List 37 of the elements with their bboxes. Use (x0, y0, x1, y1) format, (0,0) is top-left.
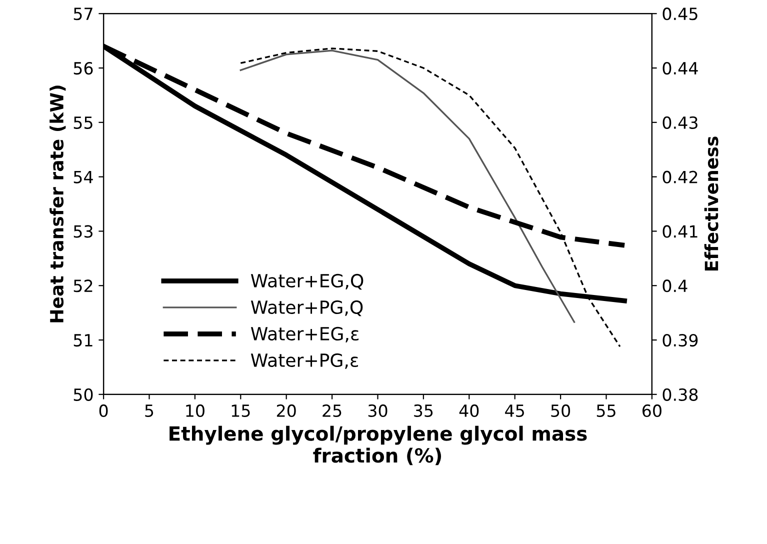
x-tick-label: 30 (368, 404, 388, 418)
y-tick-label: 51 (74, 334, 92, 347)
legend-label: Water+EG,Q (250, 274, 364, 290)
y2-tick-label: 0.4 (662, 280, 688, 292)
x-tick-label: 50 (551, 404, 570, 418)
y-tick-label: 55 (74, 116, 92, 129)
x-tick-label: 55 (596, 404, 616, 418)
y-tick-label: 54 (74, 170, 93, 184)
x-tick-label: 10 (186, 404, 204, 418)
x-tick-label: 25 (322, 404, 342, 418)
y-tick-label: 53 (74, 225, 92, 238)
x-tick-label: 60 (642, 404, 662, 418)
line-series (240, 50, 576, 323)
y2-tick-label: 0.38 (662, 388, 698, 401)
legend-label: Water+EG,ε (250, 326, 359, 342)
x-tick-label: 35 (414, 404, 433, 418)
y-tick-label: 57 (74, 8, 92, 20)
x-tick-label: 0 (99, 404, 108, 418)
x-tick-label: 5 (145, 404, 154, 418)
x-tick-label: 45 (505, 404, 524, 418)
x-axis-title: Ethylene glycol/propylene glycol mass fraction (%) (170, 426, 587, 466)
x-tick-label: 20 (276, 404, 296, 418)
y2-tick-label: 0.42 (662, 170, 698, 184)
y2-axis-title: Effectiveness (704, 136, 718, 271)
y-tick-label: 56 (74, 62, 93, 75)
y2-tick-label: 0.44 (662, 62, 698, 75)
y2-tick-label: 0.43 (662, 116, 698, 129)
x-tick-label: 15 (232, 404, 250, 418)
y-axis-title: Heat transfer rate (kW) (50, 86, 66, 322)
y-tick-label: 52 (74, 280, 92, 292)
y-tick-label: 50 (74, 388, 93, 401)
y2-tick-label: 0.41 (662, 225, 698, 238)
x-tick-label: 40 (459, 404, 479, 418)
legend-label: Water+PG,ε (250, 353, 358, 369)
legend-label: Water+PG,Q (250, 300, 363, 316)
y2-tick-label: 0.45 (662, 8, 698, 20)
y2-tick-label: 0.39 (662, 334, 698, 347)
